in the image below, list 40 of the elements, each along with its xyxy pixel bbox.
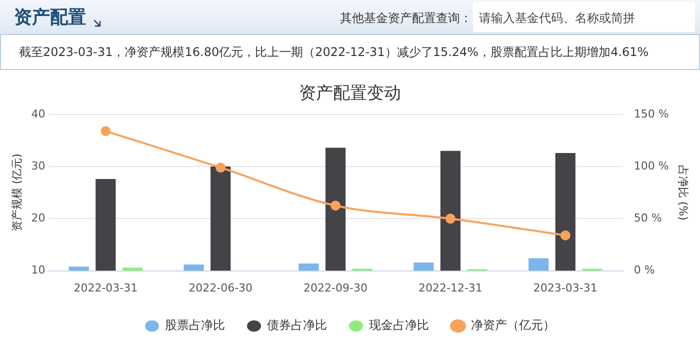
y-tick-label: 30 (31, 159, 46, 172)
legend-label: 股票占净比 (165, 318, 225, 332)
y2-tick-label: 50 % (634, 212, 662, 225)
y-tick-label: 10 (31, 264, 46, 277)
legend-label: 债券占净比 (267, 318, 327, 332)
text: 截至2023-03-31，净资产规模16.80亿元，比上一期（2022-12-31）减少了15.24%，股票配置占比上期增加4.61% (0, 35, 700, 70)
text: 其他基金资产配置查询： (340, 10, 472, 27)
y2-tick-label: 100 % (634, 159, 669, 172)
bar (184, 264, 204, 271)
x-tick-label: 2022-03-31 (74, 281, 138, 294)
y2-tick-label: 150 % (634, 107, 669, 120)
bar (555, 152, 576, 271)
x-tick-label: 2023-03-31 (533, 281, 598, 294)
x-tick-label: 2022-12-31 (418, 281, 482, 294)
bar (528, 258, 549, 271)
text: 资产配置 (14, 6, 86, 29)
legend-label: 净资产（亿元） (471, 318, 555, 332)
chart-title: 资产配置变动 (299, 84, 401, 104)
bar (210, 166, 231, 271)
bar (96, 179, 116, 271)
x-tick-label: 2022-09-30 (304, 281, 368, 294)
point (100, 126, 111, 136)
bar (122, 268, 143, 271)
y-axis-title: 资产规模 (亿元) (10, 154, 24, 232)
y-tick-label: 40 (31, 107, 46, 120)
point (216, 162, 226, 173)
bar (414, 262, 434, 271)
x-tick-label: 2022-06-30 (188, 281, 253, 294)
point (330, 200, 341, 211)
text: 请输入基金代码、名称或简拼 (473, 2, 695, 32)
y2-axis-title: 占净比 (%) (676, 164, 690, 220)
bar (440, 150, 461, 271)
point (445, 214, 456, 224)
y-tick-label: 20 (31, 212, 46, 225)
legend-label: 现金占净比 (369, 318, 429, 332)
point (560, 230, 570, 240)
bar (68, 266, 89, 271)
bar (325, 148, 346, 271)
bar (298, 264, 319, 271)
y2-tick-label: 0 % (634, 264, 655, 277)
